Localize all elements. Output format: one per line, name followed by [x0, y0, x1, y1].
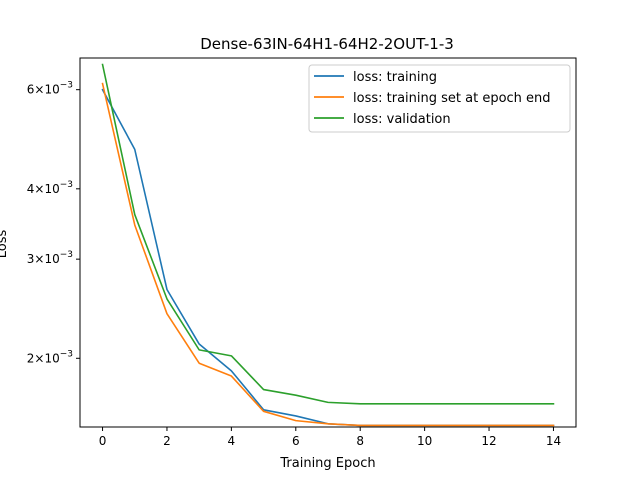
axes-frame — [79, 57, 577, 428]
x-tick-label: 8 — [356, 434, 364, 448]
y-tick-label: 3×10−3 — [27, 250, 73, 266]
y-tick-label: 4×10−3 — [27, 180, 73, 196]
x-tick-label: 2 — [163, 434, 171, 448]
y-tick-label: 6×10−3 — [27, 81, 73, 97]
y-axis-ticks: 2×10−3 3×10−3 4×10−3 6×10−3 — [27, 81, 80, 365]
x-tick-label: 4 — [228, 434, 236, 448]
legend: loss: training loss: training set at epoc… — [308, 64, 571, 133]
y-tick-label: 2×10−3 — [27, 349, 73, 365]
legend-label: loss: training set at epoch end — [353, 91, 551, 106]
y-axis-label: Loss — [0, 230, 10, 259]
legend-label: loss: validation — [353, 112, 451, 127]
x-tick-label: 0 — [99, 434, 107, 448]
legend-box — [308, 64, 571, 133]
x-axis-ticks: 0 2 4 6 8 10 12 14 — [99, 427, 561, 448]
x-axis-label: Training Epoch — [279, 456, 375, 471]
series-line-3 — [101, 63, 555, 405]
x-tick-label: 10 — [417, 434, 432, 448]
series-line-1 — [101, 88, 555, 427]
series-line-2 — [101, 82, 555, 427]
x-tick-label: 14 — [546, 434, 561, 448]
x-tick-label: 12 — [481, 434, 496, 448]
chart-title: Dense-63IN-64H1-64H2-2OUT-1-3 — [200, 35, 454, 53]
plot-area — [101, 63, 555, 427]
x-tick-label: 6 — [292, 434, 300, 448]
legend-label: loss: training — [353, 70, 437, 85]
